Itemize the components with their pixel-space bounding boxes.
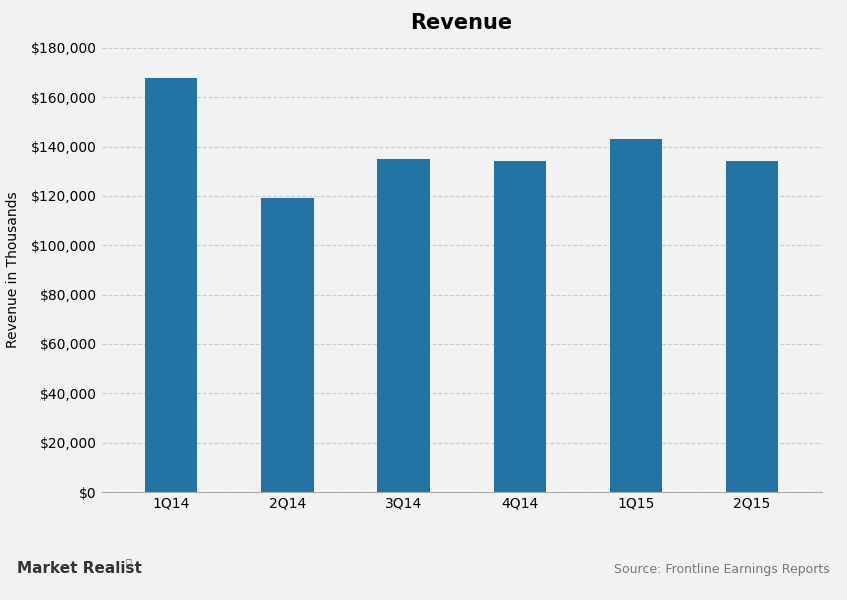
Y-axis label: Revenue in Thousands: Revenue in Thousands	[6, 191, 19, 349]
Bar	[262, 199, 313, 492]
Bar	[378, 159, 429, 492]
Text: Ⓠ: Ⓠ	[125, 557, 131, 567]
Bar	[726, 161, 778, 492]
Text: Market Realist: Market Realist	[17, 561, 141, 576]
Text: Source: Frontline Earnings Reports: Source: Frontline Earnings Reports	[614, 563, 830, 576]
Bar	[145, 77, 197, 492]
Bar	[610, 139, 662, 492]
Bar	[494, 161, 545, 492]
Title: Revenue: Revenue	[411, 13, 512, 32]
